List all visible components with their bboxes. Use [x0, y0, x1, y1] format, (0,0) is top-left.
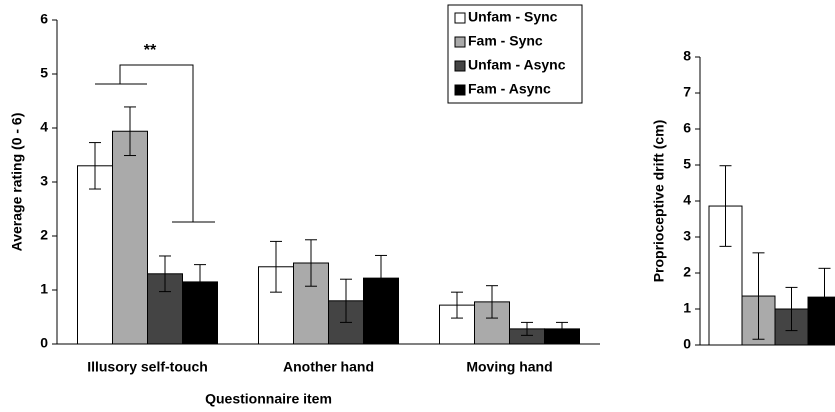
y-tick-label: 6	[683, 120, 691, 136]
legend-swatch	[454, 12, 466, 24]
bar	[474, 301, 510, 345]
y-tick-label: 3	[40, 173, 48, 189]
y-tick-label: 4	[40, 119, 48, 135]
y-tick-label: 8	[683, 48, 691, 64]
legend-label: Fam - Sync	[468, 33, 543, 49]
y-tick-label: 0	[683, 336, 691, 352]
x-tick-label: Illusory self-touch	[87, 359, 208, 375]
y-tick-label: 2	[40, 227, 48, 243]
y-tick-label: 0	[40, 335, 48, 351]
y-tick-label: 2	[683, 264, 691, 280]
significance-bracket	[95, 64, 215, 223]
y-tick-label: 1	[40, 281, 48, 297]
legend-swatch	[454, 60, 466, 72]
legend-label: Unfam - Sync	[468, 9, 558, 25]
y-tick-label: 5	[40, 65, 48, 81]
y-tick-label: 7	[683, 84, 691, 100]
y-tick-label: 4	[683, 192, 691, 208]
x-tick-label: Moving hand	[466, 359, 552, 375]
bar	[112, 130, 148, 345]
x-tick-label: Another hand	[283, 359, 374, 375]
legend-label: Unfam - Async	[468, 57, 566, 73]
legend-box	[447, 4, 583, 104]
x-axis-label: Questionnaire item	[205, 391, 332, 407]
legend-swatch	[454, 84, 466, 96]
legend-swatch	[454, 36, 466, 48]
y-axis-label: Average rating (0 - 6)	[9, 113, 25, 252]
legend-label: Fam - Async	[468, 81, 551, 97]
bracket-line	[119, 64, 194, 222]
y-tick-label: 5	[683, 156, 691, 172]
bar	[807, 296, 835, 346]
y-tick-label: 1	[683, 300, 691, 316]
y-axis-label: Proprioceptive drift (cm)	[651, 120, 667, 283]
y-tick-label: 6	[40, 11, 48, 27]
bar	[77, 165, 113, 345]
annotation: **	[144, 42, 157, 59]
y-tick-label: 3	[683, 228, 691, 244]
